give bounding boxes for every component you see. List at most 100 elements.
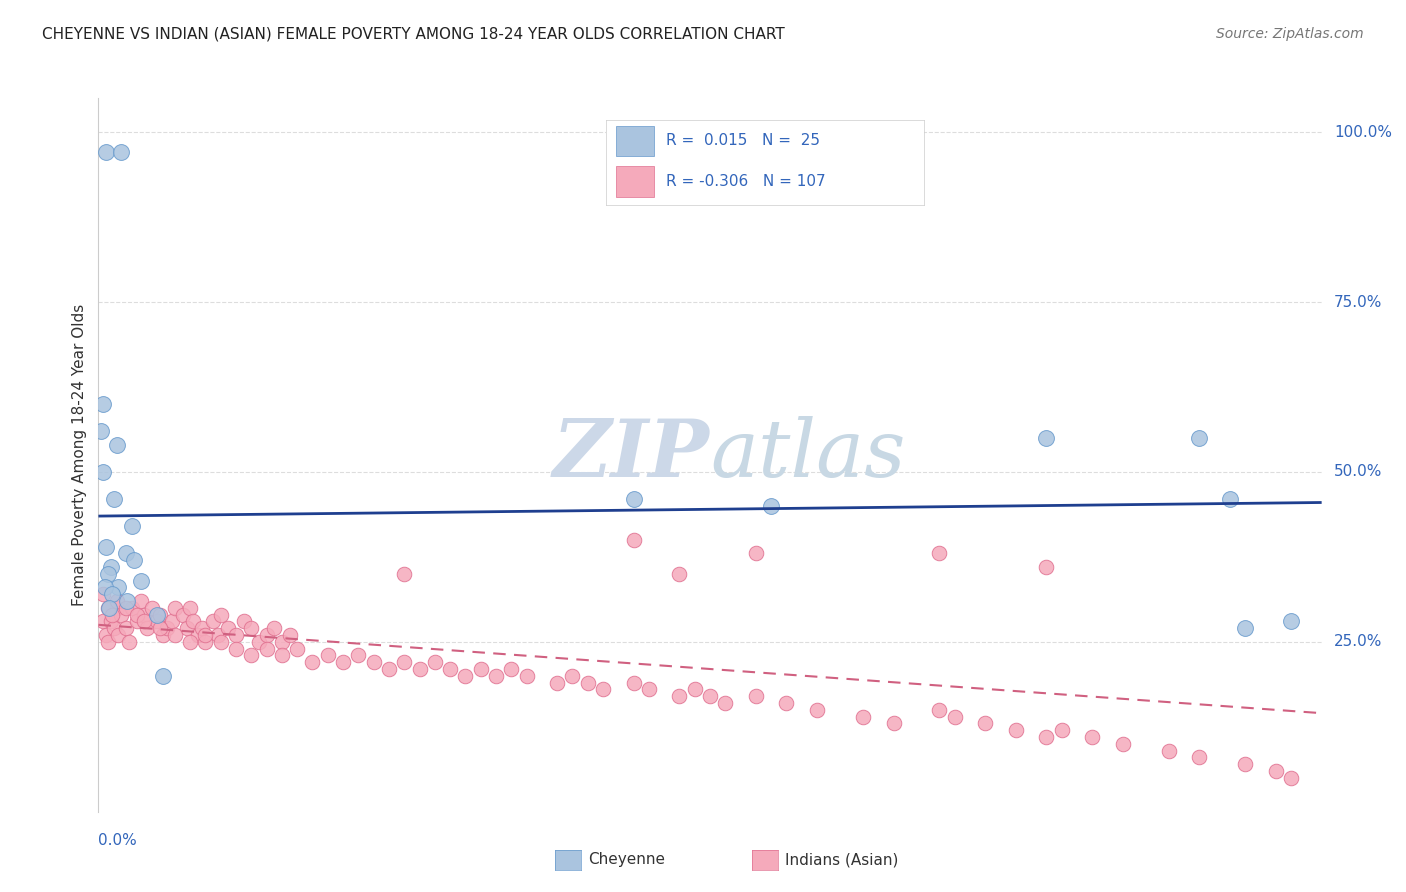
Point: [256, 628, 278, 642]
Point: [97, 566, 120, 581]
Point: [408, 662, 430, 676]
Point: [209, 635, 232, 649]
Point: [806, 703, 828, 717]
Point: [576, 675, 599, 690]
Point: [316, 648, 339, 663]
Point: [1188, 750, 1211, 764]
Point: [225, 628, 247, 642]
Point: [179, 635, 201, 649]
Point: [107, 628, 129, 642]
Point: [202, 615, 225, 629]
Point: [136, 621, 159, 635]
Point: [145, 615, 167, 629]
Point: [152, 628, 174, 642]
Point: [392, 655, 416, 669]
Point: [974, 716, 997, 731]
Point: [115, 546, 138, 560]
Point: [1112, 737, 1135, 751]
Point: [232, 615, 254, 629]
Point: [301, 655, 323, 669]
Point: [94, 628, 117, 642]
Point: [1035, 431, 1057, 445]
Point: [91, 587, 114, 601]
Point: [270, 648, 292, 663]
Point: [194, 628, 217, 642]
Point: [392, 566, 416, 581]
Point: [423, 655, 446, 669]
Point: [94, 145, 117, 160]
Point: [129, 594, 152, 608]
Text: ZIP: ZIP: [553, 417, 710, 493]
Point: [122, 553, 145, 567]
Point: [263, 621, 285, 635]
Text: 75.0%: 75.0%: [1334, 294, 1382, 310]
Point: [1234, 757, 1257, 772]
Point: [91, 615, 114, 629]
Point: [121, 600, 143, 615]
Point: [592, 682, 614, 697]
Point: [623, 492, 645, 507]
Point: [181, 615, 204, 629]
Point: [129, 574, 152, 588]
Point: [470, 662, 492, 676]
Point: [217, 621, 239, 635]
Point: [105, 438, 128, 452]
Point: [1279, 771, 1302, 785]
Text: Cheyenne: Cheyenne: [588, 853, 665, 867]
Point: [278, 628, 301, 642]
Point: [714, 696, 737, 710]
Point: [1050, 723, 1073, 738]
Point: [759, 499, 782, 513]
Point: [117, 594, 139, 608]
Point: [668, 689, 690, 703]
Text: 0.0%: 0.0%: [98, 833, 138, 848]
Point: [240, 621, 263, 635]
Point: [93, 581, 115, 595]
Point: [378, 662, 401, 676]
Point: [683, 682, 706, 697]
Point: [1264, 764, 1286, 778]
Point: [623, 675, 645, 690]
Point: [110, 607, 132, 622]
Point: [775, 696, 797, 710]
Point: [172, 607, 194, 622]
Text: Source: ZipAtlas.com: Source: ZipAtlas.com: [1216, 27, 1364, 41]
Point: [105, 600, 128, 615]
Point: [332, 655, 354, 669]
Point: [225, 641, 247, 656]
Point: [179, 600, 201, 615]
Point: [561, 669, 583, 683]
Point: [103, 621, 125, 635]
Point: [97, 600, 120, 615]
Point: [90, 424, 112, 438]
Point: [134, 615, 156, 629]
Point: [105, 594, 128, 608]
Point: [163, 600, 186, 615]
Point: [1234, 621, 1257, 635]
Text: CHEYENNE VS INDIAN (ASIAN) FEMALE POVERTY AMONG 18-24 YEAR OLDS CORRELATION CHAR: CHEYENNE VS INDIAN (ASIAN) FEMALE POVERT…: [42, 27, 785, 42]
Point: [115, 621, 138, 635]
Point: [100, 615, 122, 629]
Point: [152, 669, 174, 683]
Point: [454, 669, 477, 683]
Point: [285, 641, 308, 656]
Point: [207, 628, 229, 642]
Point: [121, 519, 143, 533]
Point: [107, 581, 129, 595]
Point: [256, 641, 278, 656]
Point: [928, 703, 950, 717]
Point: [209, 607, 232, 622]
Point: [852, 709, 875, 723]
Point: [98, 600, 121, 615]
Point: [1004, 723, 1026, 738]
Point: [883, 716, 905, 731]
Point: [943, 709, 966, 723]
Point: [270, 635, 292, 649]
Point: [149, 621, 172, 635]
Point: [187, 628, 209, 642]
Point: [101, 607, 124, 622]
Point: [91, 397, 114, 411]
Point: [100, 560, 122, 574]
Point: [623, 533, 645, 547]
Point: [1188, 431, 1211, 445]
